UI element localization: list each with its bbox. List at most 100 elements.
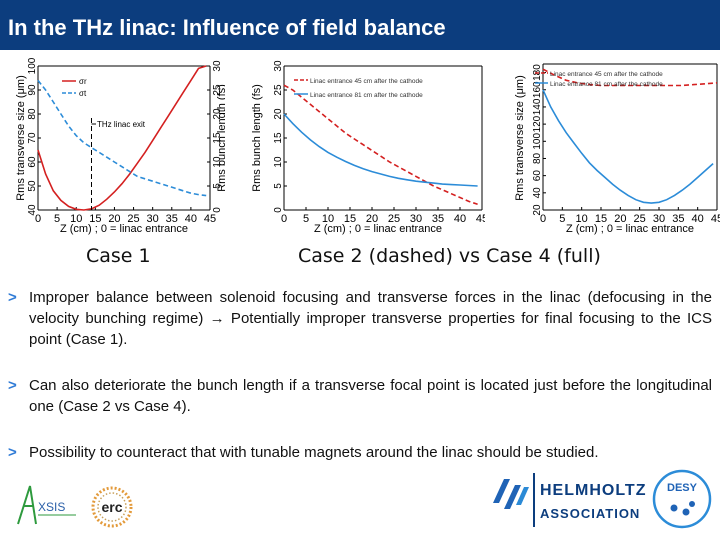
- chart2-xlabel: Z (cm) ; 0 = linac entrance: [314, 223, 442, 235]
- x-tick-label: 35: [672, 213, 684, 225]
- chart-case2-vs-case4-transverse-size: 0510152025303540452040608010012014016018…: [514, 63, 720, 235]
- y2-tick-label: 15: [212, 132, 223, 144]
- y-tick-label: 80: [27, 108, 38, 120]
- bullet-marker-icon: >: [8, 444, 17, 461]
- chart1-annotation: THz linac exit: [97, 120, 146, 129]
- chart3-legend-red: Linac entrance 45 cm after the cathode: [550, 71, 663, 78]
- bullet-3: > Possibility to counteract that with tu…: [8, 442, 712, 463]
- chart2-frame: [283, 65, 483, 211]
- title-bar: In the THz linac: Influence of field bal…: [0, 0, 720, 50]
- chart3-xlabel: Z (cm) ; 0 = linac entrance: [566, 223, 694, 235]
- chart-case1: 0 5 10 15 20 25 30 35 40 45 40 50 60 70 80 90 100 0 5 10 15 2…: [15, 57, 225, 235]
- bullet-marker-icon: >: [8, 377, 17, 394]
- y-tick-label: 25: [273, 84, 284, 96]
- y-tick-label: 20: [273, 108, 284, 120]
- x-tick-label: 25: [127, 213, 139, 225]
- desy-logo-dot: [682, 508, 690, 516]
- x-tick-label: 20: [108, 213, 120, 225]
- chart2-ylabel: Rms bunch length (fs): [251, 84, 263, 192]
- x-tick-label: 40: [185, 213, 197, 225]
- x-tick-label: 10: [70, 213, 82, 225]
- chart-case2-vs-case4-bunch-length: 0 5 10 15 20 25 30 35 40 45 0 5 10 15 20 25 30 Rms bunch…: [251, 60, 485, 235]
- y2-tick-label: 5: [212, 183, 223, 189]
- chart1-ylabel: Rms transverse size (μm): [15, 75, 27, 201]
- helmholtz-mark-shape-2: [504, 485, 521, 509]
- y-tick-label: 60: [27, 156, 38, 168]
- x-tick-label: 45: [711, 213, 720, 225]
- chart1-xlabel: Z (cm) ; 0 = linac entrance: [60, 223, 188, 235]
- y-tick-label: 50: [27, 180, 38, 192]
- chart3-legend: Linac entrance 45 cm after the cathode L…: [535, 71, 663, 88]
- y-tick-label: 160: [532, 81, 543, 98]
- chart3-ylabel: Rms transverse size (μm): [514, 75, 526, 201]
- x-tick-label: 30: [147, 213, 159, 225]
- y-tick-label: 60: [532, 170, 543, 182]
- chart1-legend-red: σr: [79, 77, 87, 86]
- y-tick-label: 100: [27, 57, 38, 74]
- erc-logo: erc: [91, 486, 133, 528]
- bullet-1-text: Improper balance between solenoid focusi…: [29, 289, 712, 348]
- x-tick-label: 40: [692, 213, 704, 225]
- slide-title: In the THz linac: Influence of field bal…: [8, 15, 446, 40]
- desy-logo-dot: [670, 504, 678, 512]
- chart1-frame: [37, 65, 211, 211]
- bullet-2-text: Can also deteriorate the bunch length if…: [29, 377, 712, 415]
- bullet-marker-icon: >: [8, 289, 17, 306]
- x-tick-label: 35: [166, 213, 178, 225]
- bullet-1: > Improper balance between solenoid focu…: [8, 287, 712, 350]
- x-tick-label: 10: [322, 213, 334, 225]
- y2-tick-label: 0: [212, 207, 223, 213]
- x-tick-label: 45: [204, 213, 216, 225]
- x-tick-label: 15: [89, 213, 101, 225]
- y-tick-label: 140: [532, 98, 543, 115]
- chart3-frame: [542, 63, 718, 211]
- erc-logo-text: erc: [101, 499, 122, 515]
- y-tick-label: 30: [273, 60, 284, 72]
- chart1-legend: σr σt: [62, 77, 87, 98]
- bullet-2: > Can also deteriorate the bunch length …: [8, 375, 712, 417]
- caption-case1: Case 1: [86, 245, 151, 267]
- x-tick-label: 15: [344, 213, 356, 225]
- x-tick-label: 0: [281, 213, 287, 225]
- chart1-legend-blue: σt: [79, 89, 87, 98]
- desy-logo: DESY: [652, 469, 712, 529]
- x-tick-label: 45: [476, 213, 485, 225]
- helmholtz-mark-shape-1: [493, 479, 510, 503]
- y-tick-label: 90: [27, 84, 38, 96]
- y-tick-label: 10: [273, 156, 284, 168]
- chart1-y2label: Rms bunch length (fs): [216, 84, 225, 192]
- y-tick-label: 15: [273, 132, 284, 144]
- helmholtz-mark-shape-3: [516, 487, 529, 505]
- y-tick-label: 40: [532, 187, 543, 199]
- helmholtz-logo: HELMHOLTZ ASSOCIATION: [493, 473, 646, 527]
- y-tick-label: 40: [27, 204, 38, 216]
- series-line-solid: [542, 89, 714, 204]
- y-tick-label: 0: [273, 207, 284, 213]
- x-tick-label: 10: [576, 213, 588, 225]
- y-tick-label: 20: [532, 204, 543, 216]
- series-line-solid: [283, 113, 478, 187]
- chart2-legend-red: Linac entrance 45 cm after the cathode: [310, 78, 423, 85]
- desy-logo-ring: [652, 469, 712, 529]
- caption-case2-vs-case4: Case 2 (dashed) vs Case 4 (full): [298, 245, 601, 267]
- chart3-legend-blue: Linac entrance 81 cm after the cathode: [550, 81, 663, 88]
- x-tick-label: 20: [366, 213, 378, 225]
- helmholtz-line2: ASSOCIATION: [540, 506, 640, 521]
- helmholtz-line1: HELMHOLTZ: [540, 482, 646, 499]
- x-tick-label: 0: [540, 213, 546, 225]
- series-line-dashed: [283, 84, 478, 205]
- erc-logo-ring: [91, 486, 133, 528]
- desy-logo-dot: [689, 501, 695, 507]
- series-line-dashed: [542, 68, 718, 87]
- x-tick-label: 30: [410, 213, 422, 225]
- y-tick-label: 5: [273, 183, 284, 189]
- x-tick-label: 20: [614, 213, 626, 225]
- y-tick-label: 70: [27, 132, 38, 144]
- x-tick-label: 5: [559, 213, 565, 225]
- x-tick-label: 25: [634, 213, 646, 225]
- y2-tick-label: 25: [212, 84, 223, 96]
- y2-tick-label: 10: [212, 156, 223, 168]
- x-tick-label: 30: [653, 213, 665, 225]
- desy-logo-text: DESY: [667, 482, 698, 494]
- x-tick-label: 5: [303, 213, 309, 225]
